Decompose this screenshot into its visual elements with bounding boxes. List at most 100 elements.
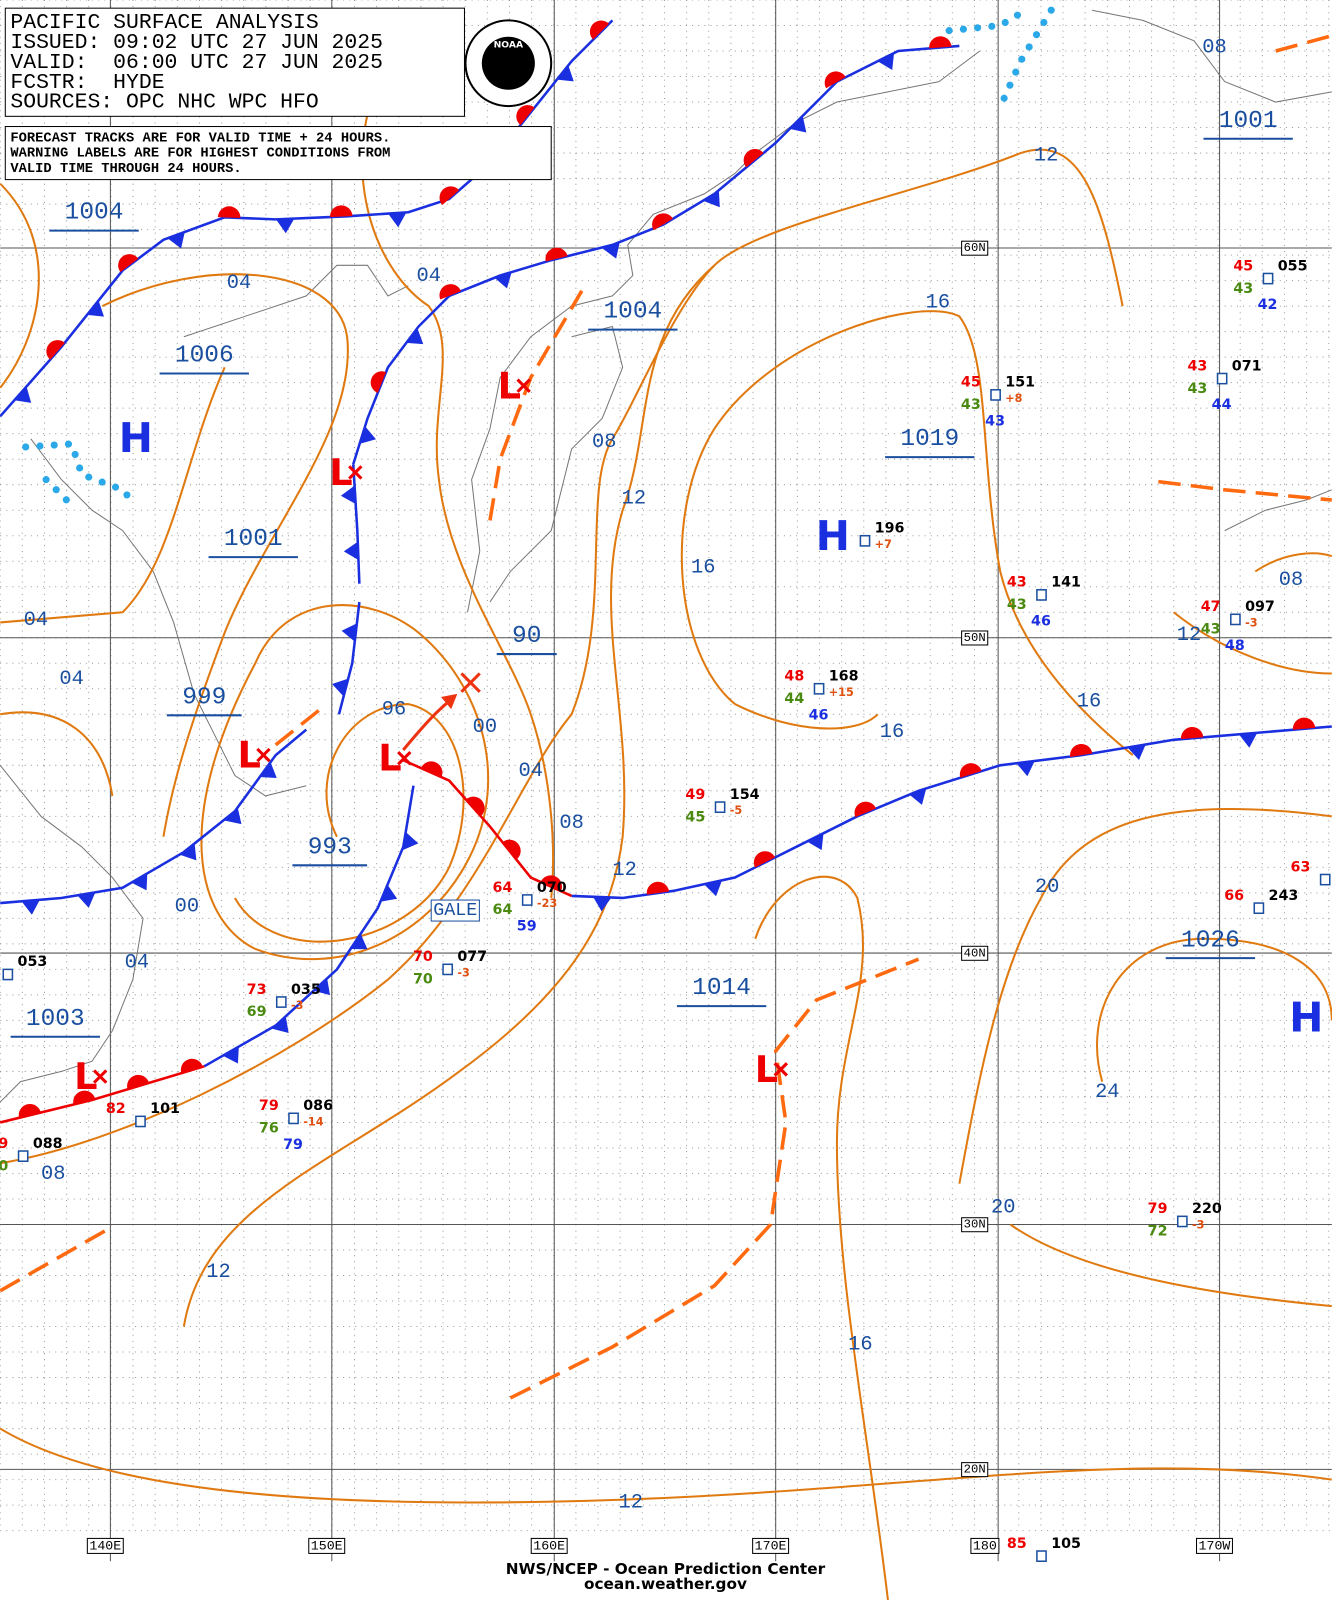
cold-symbol [87,300,104,317]
isobar [0,182,40,389]
triangle [704,880,722,897]
trough [274,702,328,747]
semicircle [73,1090,96,1105]
triangle [908,788,927,805]
low-x [92,1069,108,1084]
station-temp: 63 [1291,859,1311,875]
triangle [807,833,824,851]
front [0,728,308,905]
lon-label-bg [530,1537,568,1554]
coast [183,264,409,338]
front [337,601,361,715]
low-x [348,465,363,480]
station [2,968,14,981]
triangle [21,899,40,915]
station-tendency: -23 [537,897,557,910]
triangle [332,678,349,697]
isobar [182,264,716,1327]
isobar-label: 08 [1279,569,1303,592]
cold-symbol [593,896,612,912]
semicircle [217,206,241,218]
station [1216,372,1228,385]
footer-line: ocean.weather.gov [584,1575,747,1593]
ice-line [945,6,1055,111]
station [521,894,533,906]
triangle [789,115,807,133]
isobar-label: 16 [926,291,950,314]
station-wind: 59 [517,919,537,935]
semicircle [420,761,443,778]
isobar-label: 12 [1034,144,1058,167]
station-pressure: 070 [537,880,567,896]
low-center: L [329,451,352,494]
header-line: VALID: 06:00 UTC 27 JUN 2025 [10,51,383,75]
station-pressure: 105 [1051,1536,1081,1552]
cold-symbol [272,1016,289,1034]
semicircle [439,284,462,300]
station [990,389,1001,401]
lon-label-bg [1196,1537,1233,1554]
station-tendency: +8 [1005,392,1022,405]
semicircle [1292,717,1316,730]
note-line: VALID TIME THROUGH 24 HOURS. [10,162,241,177]
lon-label: 170E [755,1538,787,1553]
trough [488,289,584,521]
trough [1275,33,1332,53]
isobar [0,711,114,797]
station-pressure: 053 [18,954,48,970]
triangle [222,1046,239,1064]
lat-label-bg [961,240,989,256]
notes-box [4,126,552,181]
lat-label-bg [961,1217,989,1233]
high-center: H [119,414,153,462]
station [1176,1215,1188,1228]
station [1230,613,1241,626]
semicircle [502,839,521,860]
cold-symbol [556,65,574,82]
station [859,534,871,547]
isobar [101,273,349,837]
isobar-label: 12 [206,1261,230,1284]
isobar-label: 16 [691,557,715,580]
triangle [14,386,32,403]
station-dew: 43 [1233,281,1253,297]
warm-symbol [652,213,673,231]
low-center: L [237,734,260,777]
cold-symbol [704,880,722,897]
semicircle [824,71,846,89]
station-dew: 44 [784,691,804,707]
station-tendency: +15 [829,686,854,699]
warm-symbol [465,796,485,817]
station-wind: 43 [985,413,1005,429]
cold-symbol [276,218,295,234]
station-pressure: 151 [1005,375,1035,391]
isobar [1254,552,1332,573]
lat-label: 60N [964,241,986,255]
isobar-label: 04 [59,668,83,691]
station-temp: 49 [685,787,705,803]
triangle [593,896,612,912]
coast [467,50,981,613]
triangle [272,1016,289,1034]
station-wind: 79 [283,1137,303,1153]
triangle [406,328,424,345]
lon-label-bg [308,1537,346,1554]
header-line: ISSUED: 09:02 UTC 27 JUN 2025 [10,31,383,55]
low-center: L [755,1048,778,1091]
station-pressure: 101 [150,1101,180,1117]
station [275,996,287,1008]
gale-warning-bg [430,899,480,922]
station-pressure: 088 [33,1136,63,1152]
pressure-center: 1019 [900,426,959,453]
station-temp: 47 [1201,599,1221,615]
semicircle [959,763,982,778]
pressure-center: 90 [512,623,541,650]
station-pressure: 196 [875,521,905,537]
isobar-label: 08 [41,1163,65,1186]
triangle [350,933,368,950]
station-wind: 44 [1212,397,1232,413]
note-line: WARNING LABELS ARE FOR HIGHEST CONDITION… [10,147,390,162]
station-pressure: 077 [457,949,487,965]
isobar [0,1427,1332,1504]
low-x [773,1062,789,1077]
